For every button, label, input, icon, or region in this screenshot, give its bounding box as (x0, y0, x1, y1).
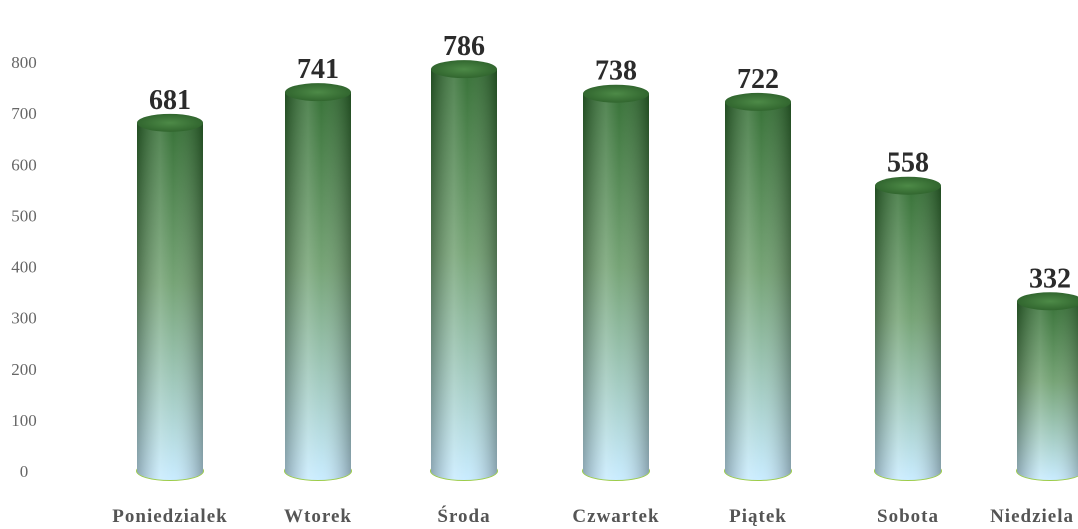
bar (136, 113, 204, 481)
bar-shading (1017, 301, 1078, 480)
data-label: 681 (149, 85, 191, 116)
bar-cap (285, 83, 351, 102)
x-tick-label: Niedziela (990, 506, 1074, 527)
x-axis: Poniedzialek Wtorek Środa Czwartek Piątek Sob… (112, 505, 1074, 527)
x-tick-label: Piątek (729, 506, 787, 527)
data-label: 558 (887, 148, 929, 179)
x-tick-label: Wtorek (284, 506, 352, 527)
bar-shading (583, 93, 649, 480)
data-label: 786 (443, 31, 485, 62)
bar-shading (137, 122, 203, 481)
bar (582, 84, 650, 481)
bar-cap (137, 113, 203, 132)
y-tick-label: 200 (11, 360, 37, 379)
bar-shading (725, 101, 791, 480)
y-tick-label: 500 (11, 206, 37, 225)
data-label: 332 (1029, 263, 1071, 294)
data-label: 738 (595, 56, 637, 87)
y-axis: 0 100 200 300 400 500 600 700 800 (11, 53, 37, 481)
y-tick-label: 600 (11, 155, 37, 174)
bar (284, 83, 352, 481)
bar (430, 60, 498, 481)
bar-cap (725, 92, 791, 111)
bar-cap (875, 176, 941, 195)
bar-shading (875, 185, 941, 480)
x-tick-label: Sobota (877, 506, 939, 527)
y-tick-label: 0 (20, 462, 29, 481)
bar-shading (285, 92, 351, 480)
bar-cap (431, 60, 497, 79)
bar (874, 176, 942, 481)
bar (724, 92, 792, 481)
x-tick-label: Czwartek (572, 506, 659, 527)
x-tick-label: Środa (437, 505, 490, 527)
data-label: 722 (737, 64, 779, 95)
x-tick-label: Poniedzialek (112, 506, 227, 527)
bars: 681 741 786 738 722 558 332 (136, 31, 1078, 481)
y-tick-label: 800 (11, 53, 37, 72)
bar-cap (1017, 292, 1078, 311)
y-tick-label: 300 (11, 309, 37, 328)
data-label: 741 (297, 54, 339, 85)
bar-cap (583, 84, 649, 103)
y-tick-label: 400 (11, 258, 37, 277)
y-tick-label: 700 (11, 104, 37, 123)
bar (1016, 292, 1078, 481)
y-tick-label: 100 (11, 411, 37, 430)
bar-shading (431, 69, 497, 480)
